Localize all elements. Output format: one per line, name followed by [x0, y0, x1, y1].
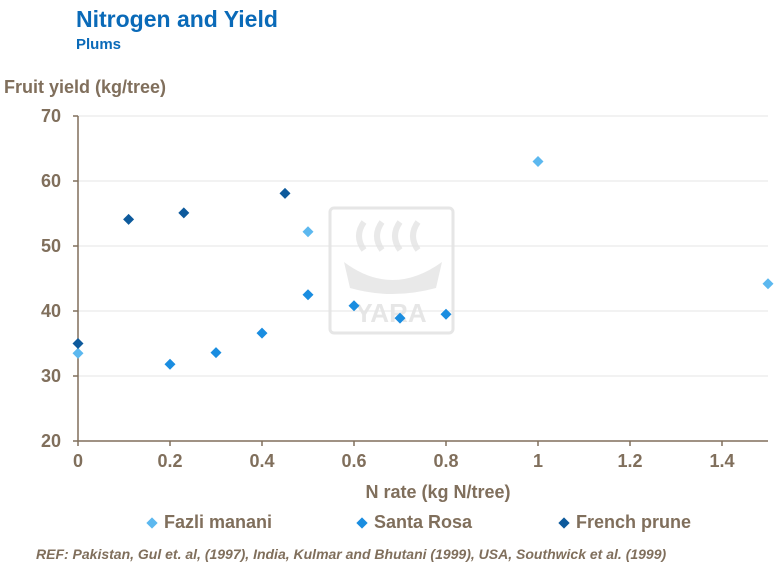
legend-item-fazli-manani: Fazli manani — [146, 512, 273, 533]
y-tick-label-50: 50 — [41, 236, 61, 256]
data-point-fazli-manani-2 — [532, 156, 544, 167]
x-tick-label-1.2: 1.2 — [617, 451, 642, 471]
data-point-fazli-manani-3 — [762, 278, 774, 290]
yara-logo-watermark: YARA — [328, 206, 455, 335]
y-axis-label: Fruit yield (kg/tree) — [4, 77, 167, 97]
data-point-french-prune-2 — [178, 207, 190, 219]
legend-marker-santa-rosa — [356, 516, 368, 529]
data-point-santa-rosa-3 — [302, 289, 314, 301]
y-tick-label-20: 20 — [41, 431, 61, 451]
data-point-santa-rosa-1 — [210, 347, 222, 359]
x-tick-label-0.8: 0.8 — [433, 451, 458, 471]
data-point-santa-rosa-5 — [394, 312, 406, 324]
data-point-santa-rosa-0 — [164, 358, 176, 370]
x-tick-label-1: 1 — [533, 451, 543, 471]
data-point-santa-rosa-4 — [348, 300, 360, 312]
y-tick-label-60: 60 — [41, 171, 61, 191]
x-tick-label-0: 0 — [73, 451, 83, 471]
x-tick-label-0.6: 0.6 — [341, 451, 366, 471]
data-point-fazli-manani-0 — [72, 347, 84, 359]
data-point-french-prune-1 — [123, 213, 135, 225]
chart-legend: Fazli manani Santa Rosa French prune — [0, 512, 783, 536]
x-axis-label: N rate (kg N/tree) — [365, 482, 510, 502]
data-point-french-prune-0 — [72, 338, 84, 349]
legend-marker-fazli-manani — [146, 516, 158, 529]
y-tick-label-40: 40 — [41, 301, 61, 321]
x-tick-label-1.4: 1.4 — [709, 451, 734, 471]
legend-label-santa-rosa: Santa Rosa — [374, 512, 473, 532]
y-tick-label-70: 70 — [41, 106, 61, 126]
legend-label-french-prune: French prune — [576, 512, 692, 532]
data-point-santa-rosa-2 — [256, 327, 268, 339]
data-point-fazli-manani-1 — [302, 226, 314, 238]
data-point-santa-rosa-6 — [440, 308, 452, 320]
legend-marker-french-prune — [558, 516, 570, 529]
legend-item-french-prune: French prune — [558, 512, 692, 533]
watermark-text: YARA — [355, 298, 427, 328]
chart-title: Nitrogen and Yield — [76, 6, 278, 32]
x-tick-label-0.4: 0.4 — [249, 451, 274, 471]
data-point-french-prune-3 — [279, 187, 291, 199]
legend-item-santa-rosa: Santa Rosa — [356, 512, 473, 533]
chart-subtitle: Plums — [76, 36, 122, 53]
reference-note: REF: Pakistan, Gul et. al, (1997), India… — [36, 546, 667, 562]
y-tick-label-30: 30 — [41, 366, 61, 386]
x-tick-label-0.2: 0.2 — [157, 451, 182, 471]
legend-label-fazli-manani: Fazli manani — [164, 512, 273, 532]
